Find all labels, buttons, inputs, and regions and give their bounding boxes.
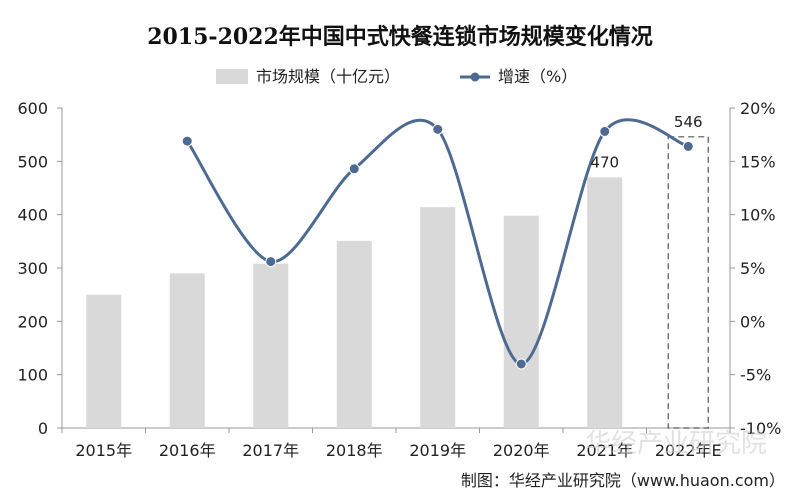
x-tick-label: 2015年 bbox=[75, 441, 132, 460]
y-right-tick-label: 10% bbox=[740, 206, 776, 225]
data-label: 470 bbox=[590, 153, 619, 171]
y-right-tick-label: -5% bbox=[740, 366, 771, 385]
bar bbox=[420, 207, 456, 428]
bars bbox=[86, 136, 709, 429]
y-left-tick-label: 0 bbox=[38, 419, 48, 438]
y-left-tick-label: 300 bbox=[17, 259, 48, 278]
legend-label-bar: 市场规模（十亿元） bbox=[256, 67, 400, 86]
y-right-tick-label: 20% bbox=[740, 99, 776, 118]
chart-title: 2015-2022年中国中式快餐连锁市场规模变化情况 bbox=[147, 24, 653, 50]
bar bbox=[503, 215, 539, 428]
source-note: 制图：华经产业研究院（www.huaon.com） bbox=[461, 471, 785, 490]
x-tick-label: 2018年 bbox=[326, 441, 383, 460]
growth-point bbox=[682, 140, 694, 152]
x-tick-label: 2017年 bbox=[242, 441, 299, 460]
legend-swatch-bar bbox=[216, 69, 248, 84]
x-tick-label: 2022年E bbox=[655, 441, 722, 460]
data-label: 546 bbox=[674, 113, 703, 131]
x-tick-label: 2019年 bbox=[409, 441, 466, 460]
y-right-tick-label: 0% bbox=[740, 312, 765, 331]
bar bbox=[86, 294, 122, 428]
x-tick-label: 2021年 bbox=[576, 441, 633, 460]
axes: 0 100 200 300 400 500 600 -10% -5% 0% 5% 10% 15% 20% 2… bbox=[17, 99, 781, 460]
y-right-tick-label: -10% bbox=[740, 419, 781, 438]
legend-swatch-marker bbox=[470, 72, 480, 82]
growth-point bbox=[348, 163, 360, 175]
x-tick-label: 2016年 bbox=[159, 441, 216, 460]
legend: 市场规模（十亿元） 增速（%） bbox=[216, 67, 577, 86]
legend-label-line: 增速（%） bbox=[498, 67, 577, 86]
bar bbox=[587, 177, 623, 428]
bar bbox=[253, 263, 289, 428]
bar bbox=[169, 273, 205, 428]
bar bbox=[336, 240, 372, 428]
data-labels: 470 546 bbox=[590, 113, 702, 172]
y-right-tick-label: 15% bbox=[740, 152, 776, 171]
y-left-tick-label: 500 bbox=[17, 152, 48, 171]
growth-point bbox=[432, 123, 444, 135]
growth-point bbox=[265, 256, 277, 268]
growth-point bbox=[515, 358, 527, 370]
growth-point bbox=[599, 125, 611, 137]
growth-point bbox=[181, 135, 193, 147]
x-tick-label: 2020年 bbox=[493, 441, 550, 460]
y-left-tick-label: 100 bbox=[17, 366, 48, 385]
watermark: 华经产业研究院 bbox=[585, 429, 767, 459]
y-left-tick-label: 600 bbox=[17, 99, 48, 118]
bar-forecast bbox=[667, 136, 709, 429]
y-left-tick-label: 200 bbox=[17, 312, 48, 331]
line-layer bbox=[181, 118, 694, 370]
y-right-tick-label: 5% bbox=[740, 259, 765, 278]
y-left-tick-label: 400 bbox=[17, 206, 48, 225]
